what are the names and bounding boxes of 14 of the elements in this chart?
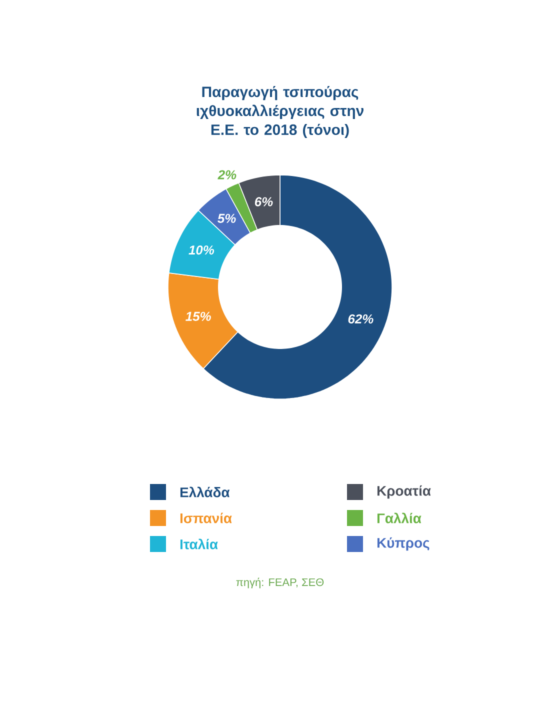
data-label: 6% xyxy=(254,197,273,206)
data-label: 62% xyxy=(348,314,374,324)
data-label: 2% xyxy=(218,170,236,180)
legend-label: Κροατία xyxy=(377,485,431,499)
legend-label: Κύπρος xyxy=(377,537,430,551)
data-label: 5% xyxy=(218,214,236,223)
text: πηγή: FEAP, ΣΕΘ xyxy=(236,578,324,588)
data-label: 15% xyxy=(186,312,211,321)
legend-label: Ιταλία xyxy=(180,538,218,550)
legend-label: Ισπανία xyxy=(180,512,232,524)
legend-label: Γαλλία xyxy=(377,512,422,524)
legend-label: Ελλάδα xyxy=(180,486,230,498)
data-label: 10% xyxy=(188,245,214,255)
chart-title: Παραγωγή τσιπούρας ιχθυοκαλλιέργειας στην Ε.Ε. το 2018 (τόνοι) xyxy=(196,86,364,138)
